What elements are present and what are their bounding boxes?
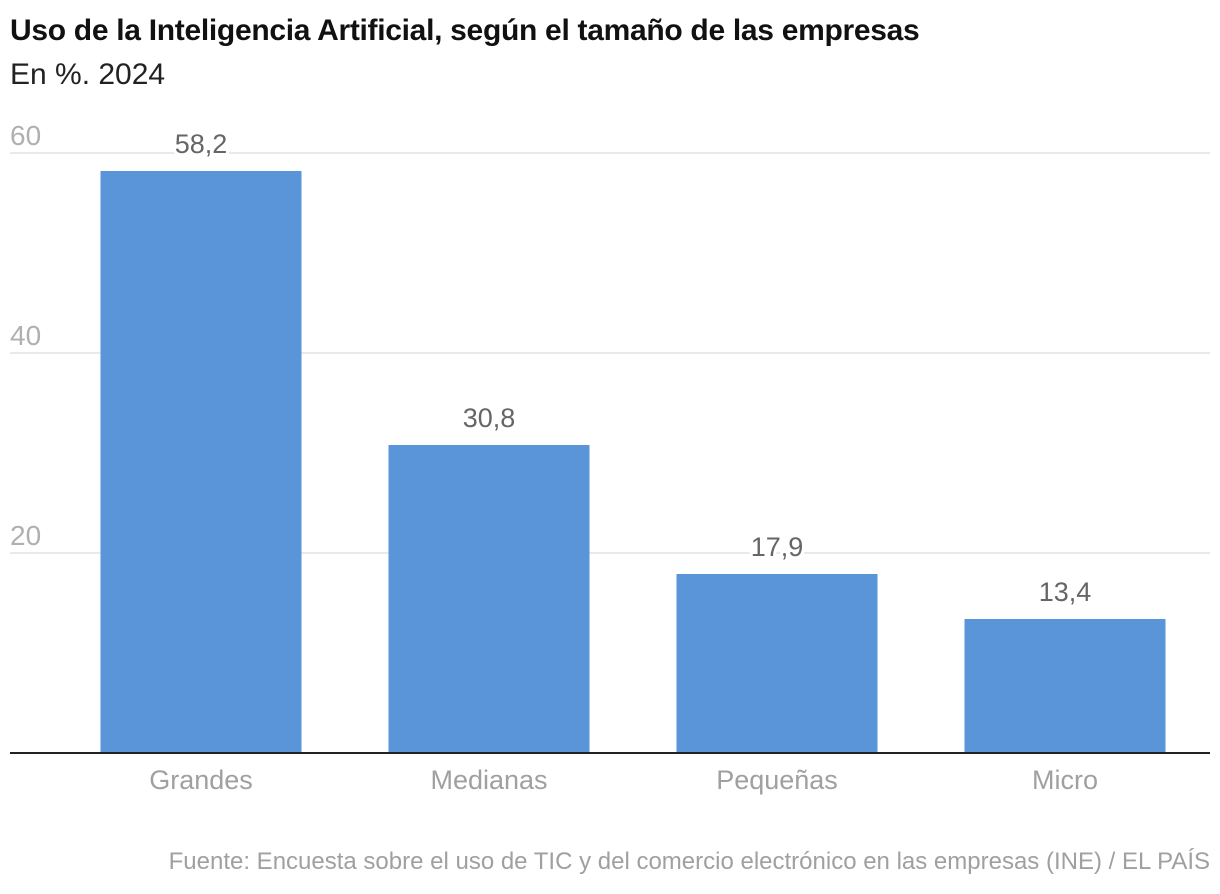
bar (676, 574, 878, 753)
x-tick-label: Pequeñas (716, 765, 838, 795)
bar (964, 619, 1166, 753)
y-tick-label: 40 (10, 320, 41, 351)
bar (100, 171, 302, 753)
y-tick-label: 60 (10, 120, 41, 151)
x-tick-label: Grandes (149, 765, 253, 795)
data-label: 17,9 (751, 532, 804, 562)
chart-title: Uso de la Inteligencia Artificial, según… (10, 14, 920, 47)
data-label: 58,2 (175, 129, 228, 159)
bar (388, 445, 590, 753)
data-label: 30,8 (463, 403, 516, 433)
source-note: Fuente: Encuesta sobre el uso de TIC y d… (168, 848, 1210, 875)
data-label: 13,4 (1039, 577, 1092, 607)
x-tick-label: Micro (1032, 765, 1098, 795)
y-tick-label: 20 (10, 520, 41, 551)
chart-subtitle: En %. 2024 (10, 58, 166, 91)
x-tick-label: Medianas (430, 765, 547, 795)
